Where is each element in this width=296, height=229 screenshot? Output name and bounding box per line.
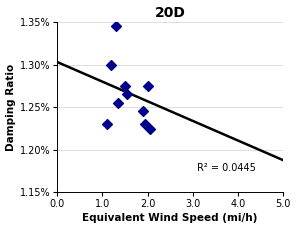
Point xyxy=(123,84,127,88)
Point xyxy=(143,123,148,126)
Title: 20D: 20D xyxy=(155,5,186,19)
X-axis label: Equivalent Wind Speed (mi/h): Equivalent Wind Speed (mi/h) xyxy=(82,213,258,224)
Point xyxy=(141,110,145,113)
Text: R² = 0.0445: R² = 0.0445 xyxy=(197,163,256,173)
Point xyxy=(109,63,114,66)
Point xyxy=(104,123,109,126)
Point xyxy=(147,127,152,130)
Point xyxy=(145,84,150,88)
Point xyxy=(114,25,118,28)
Y-axis label: Damping Ratio: Damping Ratio xyxy=(6,64,16,151)
Point xyxy=(116,101,121,105)
Point xyxy=(125,93,130,96)
